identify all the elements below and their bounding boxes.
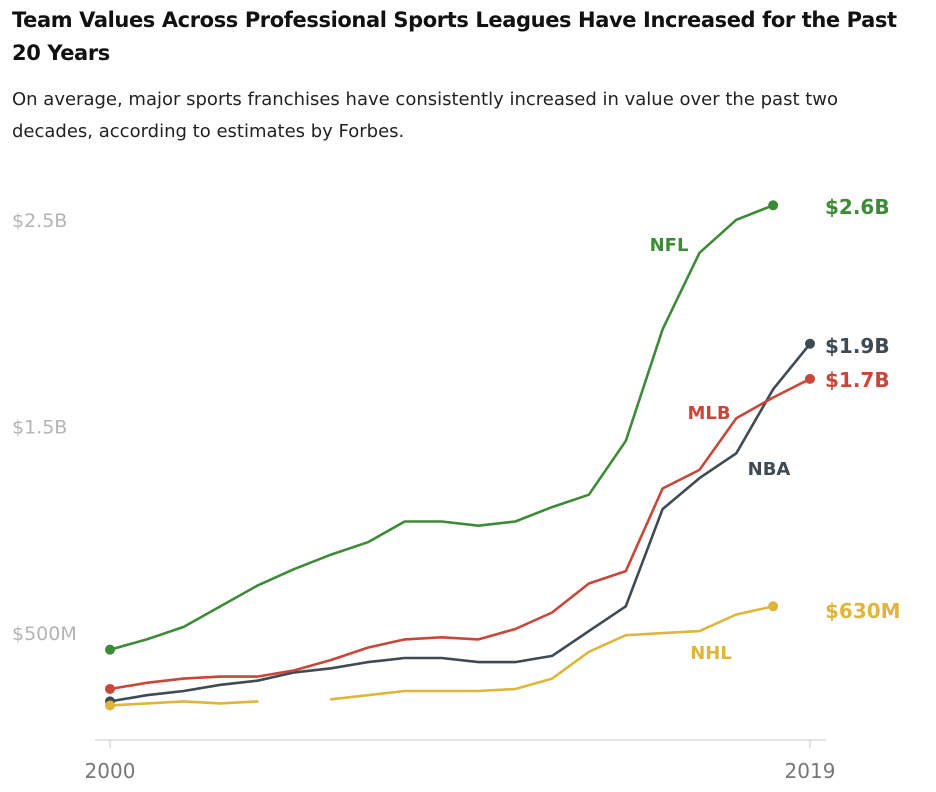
- nhl-series-label: NHL: [690, 643, 732, 664]
- mlb-end-point: [805, 373, 815, 384]
- mlb-line: [108, 377, 812, 691]
- y-tick-label: $2.5B: [12, 210, 67, 232]
- nhl-start-point: [105, 700, 115, 711]
- nfl-start-point: [105, 644, 115, 655]
- nfl-end-point: [768, 200, 779, 211]
- nba-line: [108, 342, 812, 703]
- nba-end-point: [805, 338, 815, 349]
- nba-end-value-label: $1.9B: [825, 334, 890, 358]
- x-tick-label: 2000: [85, 759, 136, 783]
- nfl-line: [108, 204, 775, 651]
- mlb-end-value-label: $1.7B: [825, 368, 890, 392]
- y-tick-label: $1.5B: [12, 416, 67, 438]
- nba-series-label: NBA: [748, 459, 791, 480]
- nfl-end-value-label: $2.6B: [825, 195, 890, 219]
- chart-subtitle: On average, major sports franchises have…: [12, 89, 839, 142]
- mlb-series-label: MLB: [687, 403, 730, 424]
- nfl-series-label: NFL: [650, 235, 689, 256]
- nhl-end-point: [768, 601, 779, 612]
- nhl-line: [108, 605, 775, 707]
- chart-title: Team Values Across Professional Sports L…: [12, 8, 897, 65]
- nhl-end-value-label: $630M: [825, 599, 901, 623]
- x-tick-label: 2019: [785, 759, 836, 783]
- y-tick-label: $500M: [12, 623, 77, 645]
- mlb-start-point: [105, 683, 115, 694]
